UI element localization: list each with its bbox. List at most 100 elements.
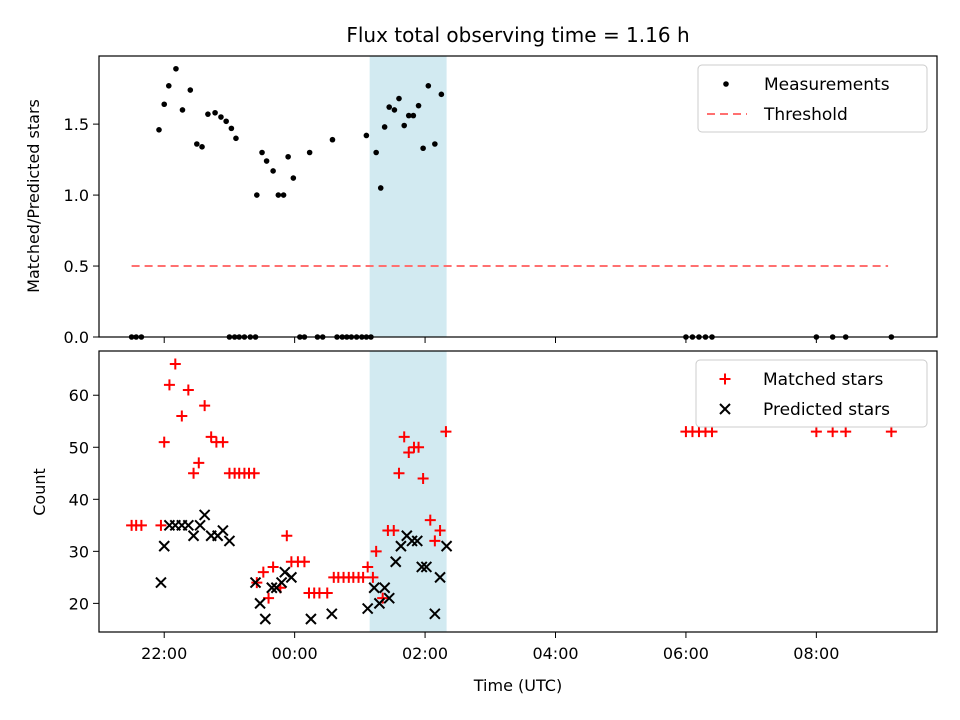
matched-star-point (357, 571, 369, 583)
measurement-point (194, 141, 200, 147)
matched-star-point (403, 446, 415, 458)
predicted-star-point (259, 613, 272, 625)
measurement-point (212, 109, 218, 116)
predicted-star-point (390, 556, 402, 568)
matched-star-point (257, 566, 269, 578)
predicted-star-point (217, 524, 229, 537)
measurement-point (438, 91, 445, 98)
measurement-point (199, 144, 205, 150)
x-tick-label: 06:00 (663, 644, 709, 663)
matched-star-point (199, 400, 211, 412)
y-tick-label: 40 (69, 490, 89, 509)
matched-star-point (706, 426, 718, 438)
matched-star-point (434, 525, 446, 537)
predicted-star-point (420, 561, 433, 573)
measurement-point (377, 185, 384, 191)
predicted-star-point (416, 561, 428, 573)
measurement-point (401, 122, 408, 129)
measurement-point (415, 102, 422, 109)
measurement-point (165, 83, 172, 89)
matched-star-point (398, 431, 410, 443)
matched-star-point (176, 410, 188, 422)
legend-label-measurements: Measurements (764, 75, 890, 95)
matched-star-point (205, 431, 217, 443)
top-panel-y-axis-title: Matched/Predicted stars (24, 99, 43, 293)
measurement-point (228, 125, 235, 132)
measurement-point (329, 136, 336, 143)
matched-star-point (370, 545, 382, 557)
predicted-star-point (266, 582, 278, 594)
matched-star-point (135, 519, 147, 531)
measurement-point (373, 149, 379, 156)
y-tick-label: 1.5 (64, 115, 89, 134)
measurement-point (254, 192, 260, 198)
x-tick-label: 00:00 (272, 644, 318, 663)
matched-star-point (393, 467, 405, 479)
matched-star-point (413, 441, 425, 453)
predicted-star-point (187, 530, 200, 542)
legend-box (695, 359, 928, 428)
predicted-star-point (395, 540, 407, 552)
measurement-point (263, 158, 270, 164)
plot-frame (98, 350, 938, 633)
matched-star-point (429, 535, 441, 547)
measurement-point (259, 149, 265, 156)
measurement-point (223, 118, 229, 125)
predicted-star-point (223, 535, 236, 547)
predicted-star-point (194, 519, 206, 532)
measurement-point (270, 168, 276, 174)
measurement-point (386, 104, 393, 110)
matched-star-point (263, 592, 275, 604)
matched-star-point (388, 525, 400, 537)
observing-window-band (369, 56, 447, 337)
predicted-star-point (429, 608, 441, 620)
y-tick-label: 20 (69, 594, 89, 613)
predicted-star-point (198, 509, 211, 521)
legend-label-threshold: Threshold (763, 105, 848, 125)
matched-star-point (362, 561, 374, 573)
predicted-star-point (285, 571, 298, 584)
measurement-point (285, 153, 291, 160)
matched-star-point (267, 561, 279, 573)
measurement-point (187, 87, 194, 93)
legend-matched-marker (719, 373, 731, 385)
matched-star-point (248, 467, 260, 479)
predicted-star-point (440, 540, 453, 552)
measurement-point (233, 135, 239, 142)
predicted-star-point (249, 576, 262, 589)
predicted-star-point (275, 576, 288, 589)
chart-title: Flux total observing time = 1.16 h (346, 23, 689, 47)
top-panel: 0.0 0.5 1.0 1.5 Measurements Threshold (64, 55, 938, 347)
y-tick-label: 50 (69, 438, 89, 457)
plot-frame (98, 55, 938, 338)
measurement-point (280, 192, 287, 198)
y-tick-label: 0.0 (64, 328, 89, 347)
matched-star-point (840, 426, 852, 438)
predicted-star-point (305, 613, 317, 625)
measurement-point (432, 141, 438, 147)
measurement-point (161, 101, 168, 108)
predicted-star-point (361, 602, 374, 615)
matched-star-point (827, 426, 839, 438)
matched-star-point (182, 384, 194, 396)
matched-star-point (440, 426, 452, 438)
measurement-point (363, 132, 370, 139)
matched-star-point (158, 436, 170, 448)
matched-star-point (417, 472, 429, 484)
matched-star-point (424, 514, 436, 526)
measurement-point (290, 175, 297, 181)
legend-box (697, 64, 928, 133)
matched-star-point (193, 457, 205, 469)
measurement-point (275, 192, 282, 198)
legend-label-matched: Matched stars (763, 370, 883, 390)
predicted-star-point (254, 597, 266, 610)
measurement-point (420, 145, 426, 152)
legend-predicted-marker (719, 403, 731, 415)
predicted-star-point (368, 582, 380, 594)
bottom-panel: 22:00 00:00 02:00 04:00 06:00 08:00 20 30 40 50 60… (69, 350, 938, 663)
measurement-point (179, 107, 186, 113)
predicted-star-point (434, 571, 446, 584)
matched-star-point (169, 358, 181, 370)
matched-star-point (367, 571, 379, 583)
